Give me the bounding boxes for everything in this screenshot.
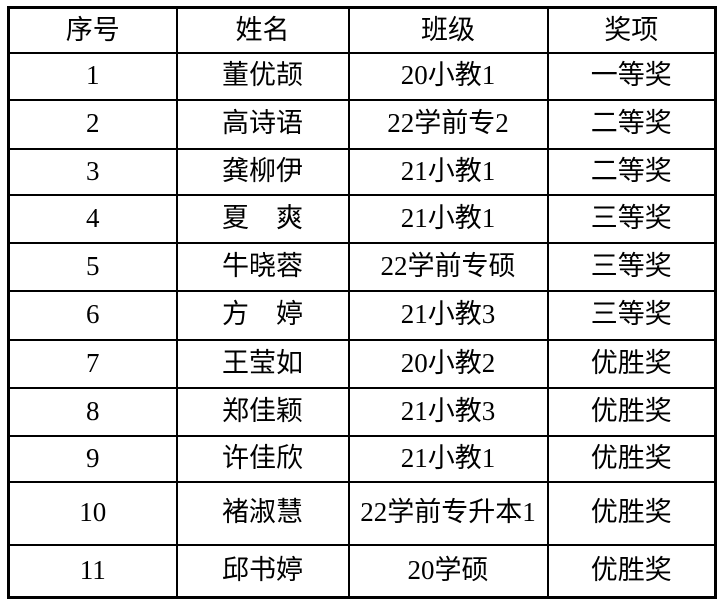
- table-header-row: 序号 姓名 班级 奖项: [7, 6, 717, 54]
- cell-number: 11: [7, 543, 178, 599]
- cell-class: 20学硕: [347, 543, 549, 599]
- cell-award: 三等奖: [546, 193, 717, 244]
- cell-number: 3: [7, 147, 178, 196]
- cell-number: 10: [7, 480, 178, 546]
- cell-name: 董优颉: [175, 51, 350, 101]
- table-row: 10 褚淑慧 22学前专升本1 优胜奖: [7, 480, 717, 546]
- cell-name: 王莹如: [175, 338, 350, 389]
- cell-award: 三等奖: [546, 241, 717, 292]
- cell-class: 22学前专升本1: [347, 480, 549, 546]
- column-header: 姓名: [175, 6, 350, 54]
- table-row: 8 郑佳颖 21小教3 优胜奖: [7, 386, 717, 437]
- cell-award: 优胜奖: [546, 386, 717, 437]
- table-row: 11 邱书婷 20学硕 优胜奖: [7, 543, 717, 599]
- cell-number: 7: [7, 338, 178, 389]
- cell-class: 20小教1: [347, 51, 549, 101]
- cell-name: 牛晓蓉: [175, 241, 350, 292]
- cell-name: 邱书婷: [175, 543, 350, 599]
- table-row: 3 龚柳伊 21小教1 二等奖: [7, 147, 717, 196]
- cell-award: 二等奖: [546, 147, 717, 196]
- cell-name: 方 婷: [175, 289, 350, 341]
- cell-number: 4: [7, 193, 178, 244]
- table-row: 6 方 婷 21小教3 三等奖: [7, 289, 717, 341]
- cell-award: 优胜奖: [546, 543, 717, 599]
- cell-name: 夏 爽: [175, 193, 350, 244]
- cell-award: 一等奖: [546, 51, 717, 101]
- cell-award: 优胜奖: [546, 338, 717, 389]
- cell-award: 二等奖: [546, 98, 717, 150]
- cell-class: 21小教1: [347, 193, 549, 244]
- cell-name: 高诗语: [175, 98, 350, 150]
- table-row: 7 王莹如 20小教2 优胜奖: [7, 338, 717, 389]
- cell-number: 5: [7, 241, 178, 292]
- cell-name: 褚淑慧: [175, 480, 350, 546]
- table-body: 1 董优颉 20小教1 一等奖 2 高诗语 22学前专2 二等奖 3 龚柳伊 2…: [7, 51, 717, 599]
- cell-class: 22学前专硕: [347, 241, 549, 292]
- cell-class: 21小教3: [347, 289, 549, 341]
- cell-number: 1: [7, 51, 178, 101]
- table-row: 9 许佳欣 21小教1 优胜奖: [7, 434, 717, 483]
- cell-name: 郑佳颖: [175, 386, 350, 437]
- cell-class: 21小教3: [347, 386, 549, 437]
- cell-number: 8: [7, 386, 178, 437]
- column-header: 班级: [347, 6, 549, 54]
- cell-name: 许佳欣: [175, 434, 350, 483]
- table-row: 1 董优颉 20小教1 一等奖: [7, 51, 717, 101]
- cell-award: 优胜奖: [546, 434, 717, 483]
- table-row: 5 牛晓蓉 22学前专硕 三等奖: [7, 241, 717, 292]
- cell-award: 优胜奖: [546, 480, 717, 546]
- column-header: 序号: [7, 6, 178, 54]
- cell-number: 2: [7, 98, 178, 150]
- cell-class: 21小教1: [347, 434, 549, 483]
- cell-class: 21小教1: [347, 147, 549, 196]
- cell-class: 22学前专2: [347, 98, 549, 150]
- cell-name: 龚柳伊: [175, 147, 350, 196]
- cell-number: 6: [7, 289, 178, 341]
- cell-award: 三等奖: [546, 289, 717, 341]
- cell-class: 20小教2: [347, 338, 549, 389]
- column-header: 奖项: [546, 6, 717, 54]
- cell-number: 9: [7, 434, 178, 483]
- table-head: 序号 姓名 班级 奖项: [7, 6, 717, 54]
- table-row: 2 高诗语 22学前专2 二等奖: [7, 98, 717, 150]
- table-row: 4 夏 爽 21小教1 三等奖: [7, 193, 717, 244]
- award-table: 序号 姓名 班级 奖项 1 董优颉 20小教1 一等奖 2 高诗语 22学前专2 二等…: [7, 6, 717, 599]
